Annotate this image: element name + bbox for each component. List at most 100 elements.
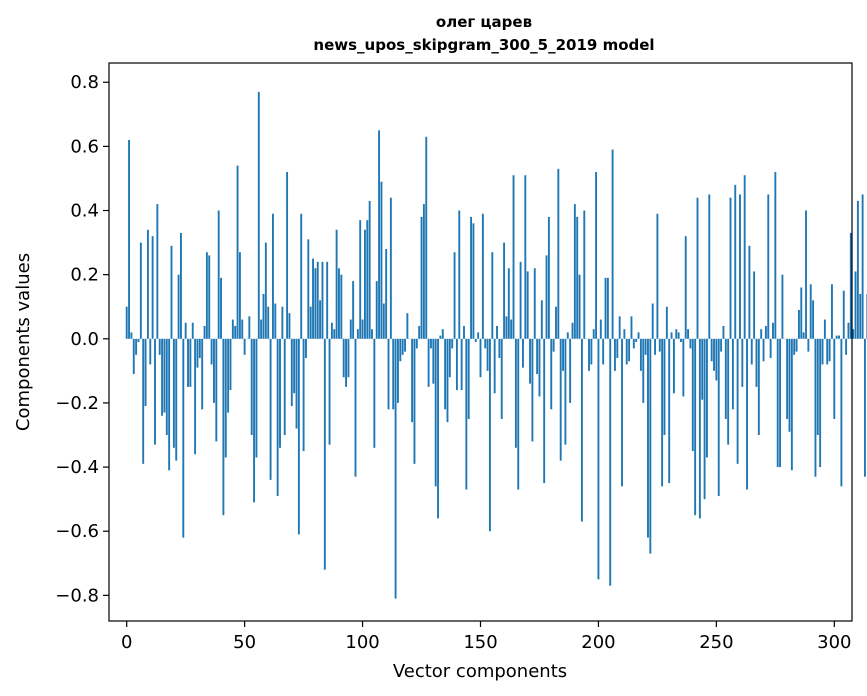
bar-component-50 [243, 338, 246, 355]
bar-component-124 [418, 325, 421, 339]
bar-component-122 [413, 338, 416, 464]
bar-component-236 [682, 338, 685, 397]
bar-component-213 [628, 338, 631, 362]
bar-component-276 [776, 338, 779, 468]
bar-component-2 [130, 332, 133, 339]
bar-component-230 [668, 338, 671, 484]
bar-component-30 [196, 338, 199, 368]
bar-component-284 [795, 338, 798, 352]
bar-component-105 [373, 338, 376, 448]
bar-component-296 [823, 319, 826, 339]
bar-component-163 [510, 319, 513, 339]
bar-component-135 [444, 338, 447, 410]
bar-component-28 [191, 322, 194, 339]
bar-component-24 [182, 338, 185, 538]
bar-component-72 [295, 338, 298, 429]
bar-component-88 [333, 329, 336, 339]
bar-component-116 [399, 338, 402, 362]
bar-component-257 [731, 338, 734, 410]
bar-component-95 [349, 319, 352, 339]
bar-component-210 [621, 338, 623, 487]
bar-component-66 [281, 306, 284, 339]
bar-component-221 [647, 338, 649, 538]
bar-component-215 [632, 338, 635, 349]
bar-component-229 [665, 306, 668, 339]
bar-component-31 [198, 338, 201, 359]
bar-component-259 [736, 338, 739, 464]
bar-component-49 [241, 319, 244, 339]
bar-component-201 [599, 319, 602, 339]
bar-component-90 [338, 268, 340, 339]
bar-component-283 [793, 338, 796, 355]
y-tick-label: 0.8 [70, 72, 99, 93]
bar-component-188 [569, 338, 572, 403]
bar-component-309 [854, 271, 857, 339]
bar-component-41 [222, 338, 225, 516]
bar-component-149 [477, 332, 480, 339]
bar-component-111 [387, 338, 390, 410]
bar-component-265 [750, 338, 753, 365]
bar-component-155 [491, 252, 494, 339]
bar-component-114 [394, 338, 397, 599]
bar-component-130 [432, 338, 435, 384]
bar-component-65 [279, 338, 281, 448]
bar-component-234 [677, 332, 680, 339]
bar-component-109 [382, 303, 385, 339]
bar-component-121 [411, 338, 414, 423]
x-tick-label: 300 [817, 632, 851, 653]
bar-component-131 [434, 338, 437, 487]
bar-component-176 [540, 300, 543, 339]
y-tick-label: −0.8 [55, 585, 99, 606]
bar-component-146 [470, 216, 473, 339]
bar-component-137 [448, 338, 451, 378]
bar-component-216 [635, 338, 638, 342]
bar-component-207 [614, 338, 616, 371]
bar-component-74 [300, 213, 303, 339]
bar-component-36 [210, 338, 213, 365]
bar-component-251 [717, 338, 720, 496]
bar-component-219 [642, 338, 645, 403]
bar-component-68 [286, 172, 289, 339]
bar-component-102 [366, 220, 369, 339]
bar-component-228 [663, 338, 666, 435]
bar-component-214 [630, 316, 633, 339]
bar-component-304 [842, 290, 845, 339]
bar-component-42 [224, 338, 227, 458]
bar-component-0 [125, 306, 128, 339]
bar-component-178 [545, 255, 548, 339]
bar-component-237 [684, 236, 687, 339]
bar-component-310 [856, 200, 859, 339]
y-tick-label: −0.4 [55, 457, 99, 478]
bar-component-270 [762, 338, 765, 362]
bar-component-263 [746, 338, 748, 490]
bar-component-211 [623, 329, 626, 339]
bar-component-303 [840, 338, 843, 487]
bar-component-61 [269, 338, 272, 480]
bar-component-223 [651, 303, 654, 339]
bar-component-185 [562, 338, 564, 371]
bar-component-80 [314, 268, 317, 339]
bar-component-260 [739, 194, 741, 339]
x-tick-label: 0 [121, 632, 132, 653]
bar-component-312 [861, 194, 864, 339]
bar-component-268 [757, 338, 760, 435]
bar-component-112 [389, 197, 392, 339]
bar-component-250 [715, 338, 718, 381]
bar-component-158 [498, 338, 501, 359]
bar-component-282 [790, 338, 793, 471]
bar-component-94 [347, 338, 350, 378]
bar-component-242 [696, 197, 699, 339]
bar-component-248 [710, 338, 713, 362]
bar-component-161 [505, 316, 508, 339]
bar-component-93 [345, 338, 347, 387]
bar-component-44 [229, 338, 232, 391]
bar-component-243 [698, 338, 701, 519]
bar-component-239 [689, 338, 692, 349]
bar-component-17 [165, 338, 168, 435]
bar-component-159 [500, 338, 503, 419]
bar-component-92 [342, 338, 345, 378]
bar-component-153 [486, 338, 489, 371]
bar-component-301 [835, 335, 838, 339]
x-tick-label: 250 [699, 632, 733, 653]
bar-component-156 [493, 338, 496, 394]
